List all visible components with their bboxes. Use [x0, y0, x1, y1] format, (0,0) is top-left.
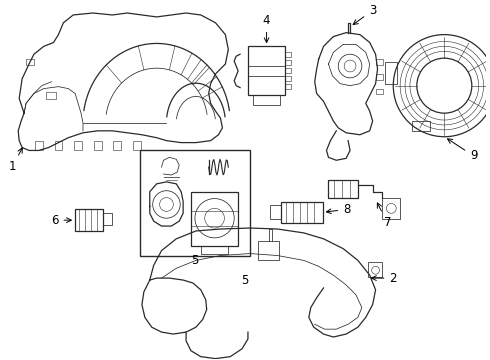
Bar	[133, 141, 141, 150]
Text: 3: 3	[353, 4, 376, 24]
Bar	[102, 213, 112, 225]
Text: 6: 6	[51, 214, 71, 227]
Bar	[285, 52, 291, 57]
Bar	[248, 46, 285, 95]
Bar	[386, 62, 397, 84]
Bar	[253, 95, 280, 105]
Text: 4: 4	[263, 14, 270, 42]
Text: 5: 5	[191, 254, 198, 267]
Text: 7: 7	[377, 203, 391, 229]
Bar	[113, 141, 122, 150]
Bar	[368, 262, 383, 277]
Bar	[26, 59, 34, 65]
Text: 2: 2	[371, 271, 397, 285]
Bar	[191, 192, 238, 246]
Bar	[54, 141, 62, 150]
Bar	[285, 60, 291, 65]
Text: 1: 1	[8, 148, 22, 173]
Bar	[270, 206, 281, 219]
Bar	[281, 202, 322, 223]
Bar	[285, 76, 291, 81]
Bar	[375, 59, 384, 65]
Bar	[75, 210, 102, 231]
Bar	[285, 68, 291, 73]
Bar	[285, 84, 291, 89]
Bar	[74, 141, 82, 150]
Bar	[375, 89, 384, 94]
Bar	[140, 150, 250, 256]
Bar	[35, 141, 43, 150]
Bar	[412, 121, 430, 131]
Bar	[383, 198, 400, 219]
Bar	[46, 91, 55, 99]
Bar	[94, 141, 101, 150]
Bar	[258, 241, 279, 260]
Text: 5: 5	[241, 274, 249, 287]
Bar	[375, 74, 384, 80]
Bar	[201, 246, 228, 253]
Text: 9: 9	[447, 139, 478, 162]
Text: 8: 8	[326, 203, 350, 216]
Bar	[328, 180, 358, 198]
